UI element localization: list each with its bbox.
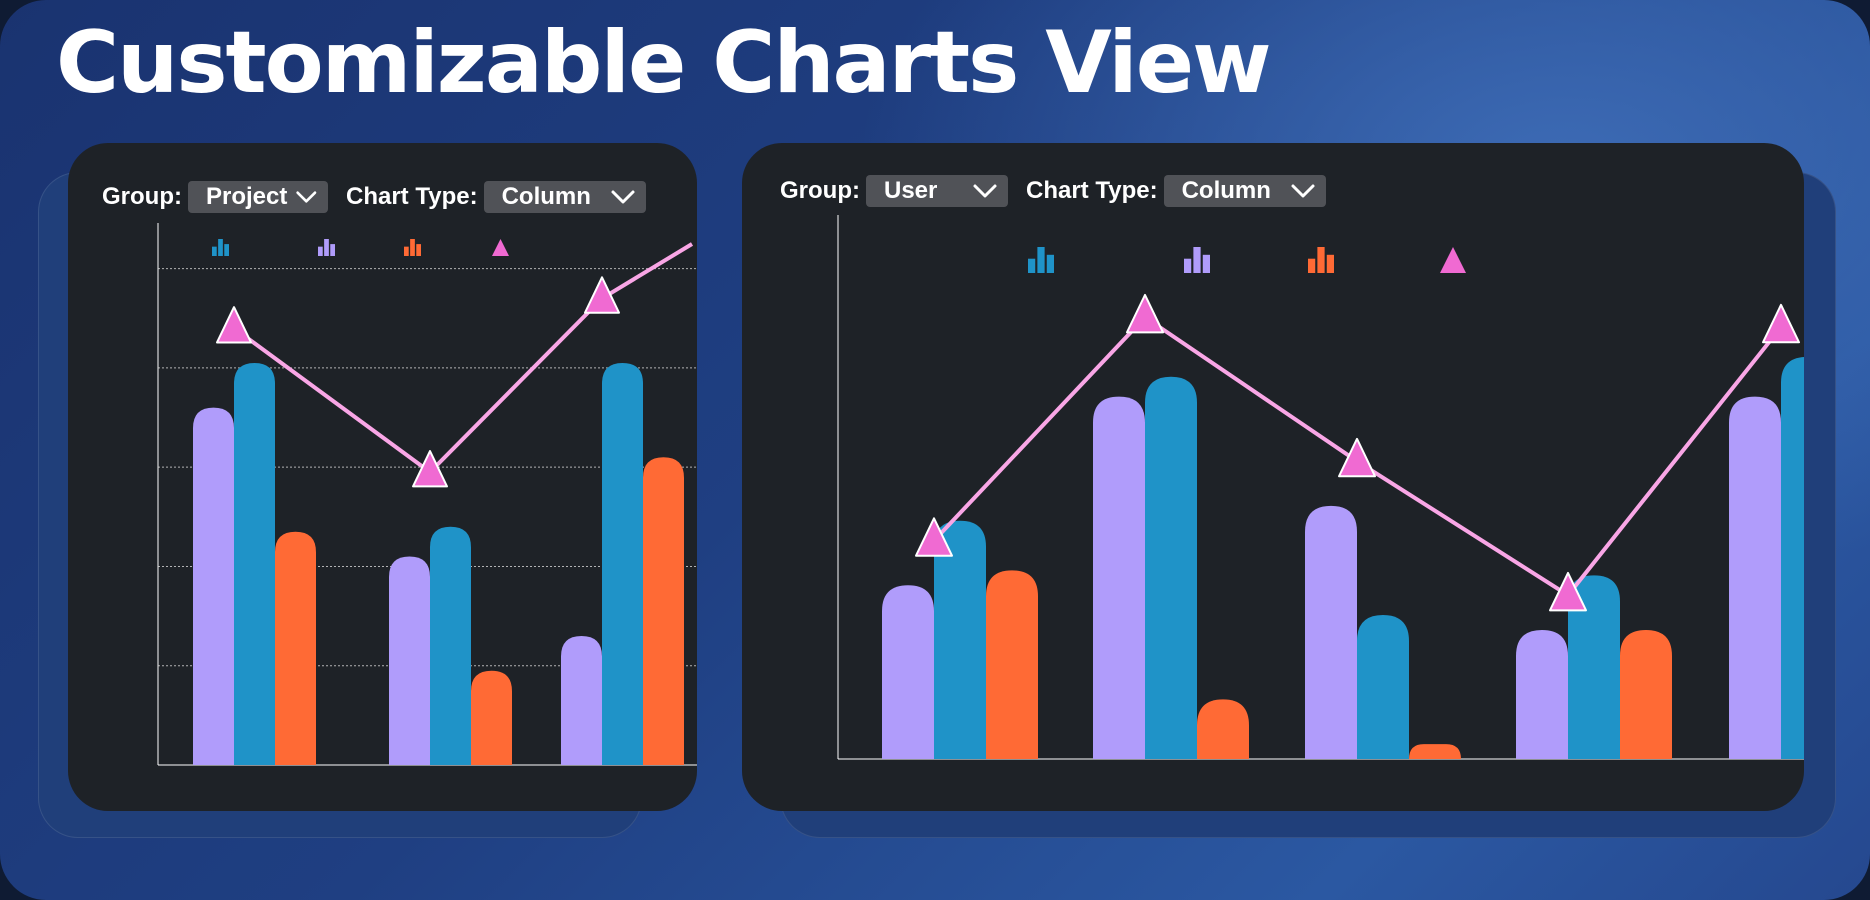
chevron-down-icon xyxy=(611,190,635,204)
profit-bar xyxy=(1620,629,1672,759)
cost-bar xyxy=(389,556,430,765)
cost-legend-icon xyxy=(330,244,335,256)
billable-bar xyxy=(1357,615,1409,759)
profit-bar xyxy=(1197,699,1249,759)
group-control: Group: Project xyxy=(102,181,328,213)
chevron-down-icon xyxy=(1291,184,1315,198)
billable-bar xyxy=(1145,376,1197,759)
billable-legend-icon xyxy=(1046,254,1054,273)
chart-type-value: Column xyxy=(1181,177,1271,204)
billable-legend-icon xyxy=(218,239,223,256)
billable-bar xyxy=(234,362,275,765)
triangle-legend-icon xyxy=(492,239,509,256)
billable-bar xyxy=(1781,357,1804,759)
group-dropdown[interactable]: User xyxy=(865,175,1008,207)
cost-legend-icon xyxy=(1193,247,1201,273)
chart-type-dropdown[interactable]: Column xyxy=(483,181,646,213)
billable-legend-icon xyxy=(224,244,229,256)
profit-legend-icon xyxy=(404,246,409,256)
group-value: User xyxy=(883,177,938,204)
group-label: Group: xyxy=(102,183,182,210)
chart-type-control: Chart Type: Column xyxy=(346,181,646,213)
billable-bar xyxy=(934,520,986,759)
profit-bar xyxy=(275,531,316,765)
billable-bar xyxy=(1568,575,1620,759)
right-column-chart xyxy=(837,215,1804,760)
chart-type-value: Column xyxy=(501,183,591,210)
profit-legend-icon xyxy=(1308,258,1316,273)
chart-type-label: Chart Type: xyxy=(346,183,478,210)
billable-legend-icon xyxy=(1037,247,1045,273)
profit-legend-icon xyxy=(416,244,421,256)
cost-legend-icon xyxy=(1202,254,1210,273)
group-dropdown[interactable]: Project xyxy=(187,181,328,213)
left-chart-card: Group: Project Chart Type: Column xyxy=(68,143,697,811)
time-spent-marker xyxy=(1762,303,1800,344)
profit-legend-icon xyxy=(1326,254,1334,273)
time-spent-line xyxy=(232,242,694,475)
profit-legend-icon xyxy=(1317,247,1325,273)
group-control: Group: User xyxy=(780,175,1008,207)
billable-bar xyxy=(430,526,471,765)
page-title: Customizable Charts View xyxy=(56,13,1272,113)
profit-bar xyxy=(986,570,1038,759)
billable-legend-icon xyxy=(1028,258,1036,273)
cost-bar xyxy=(1729,396,1781,759)
cost-bar xyxy=(193,407,234,765)
group-label: Group: xyxy=(780,177,860,204)
profit-bar xyxy=(643,457,684,765)
cost-bar xyxy=(561,635,602,765)
profit-bar xyxy=(1409,744,1461,759)
chart-type-label: Chart Type: xyxy=(1026,177,1158,204)
cost-legend-icon xyxy=(324,239,329,256)
chevron-down-icon xyxy=(296,191,317,203)
cost-bar xyxy=(1516,629,1568,759)
profit-legend-icon xyxy=(410,239,415,256)
billable-bar xyxy=(602,362,643,765)
time-spent-marker xyxy=(1338,437,1376,478)
cost-bar xyxy=(882,585,934,759)
right-chart-card: Group: User Chart Type: Column xyxy=(742,143,1804,811)
time-spent-marker xyxy=(1126,293,1164,334)
chart-type-control: Chart Type: Column xyxy=(1026,175,1326,207)
left-column-chart xyxy=(157,223,697,766)
time-spent-marker xyxy=(1549,571,1587,612)
chart-type-dropdown[interactable]: Column xyxy=(1163,175,1326,207)
triangle-legend-icon xyxy=(1440,247,1466,273)
billable-legend-icon xyxy=(212,246,217,256)
cost-bar xyxy=(1305,505,1357,759)
cost-legend-icon xyxy=(318,246,323,256)
chevron-down-icon xyxy=(973,184,997,198)
time-spent-marker xyxy=(412,450,448,488)
cost-legend-icon xyxy=(1184,258,1192,273)
time-spent-marker xyxy=(584,276,620,314)
time-spent-marker xyxy=(216,306,252,344)
group-value: Project xyxy=(205,183,288,210)
cost-bar xyxy=(1093,396,1145,759)
profit-bar xyxy=(471,670,512,765)
time-spent-marker xyxy=(915,517,953,557)
